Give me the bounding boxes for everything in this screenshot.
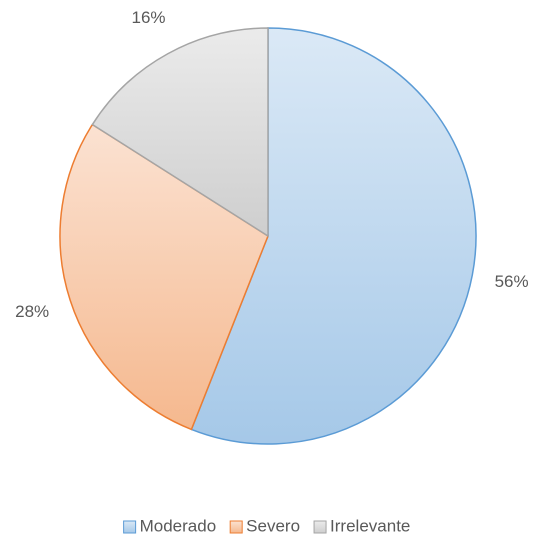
data-label: 56% xyxy=(495,272,529,291)
legend-label: Moderado xyxy=(140,516,217,535)
pie-slice xyxy=(190,27,477,445)
legend-marker xyxy=(313,520,327,534)
legend-marker xyxy=(123,520,137,534)
pie-slice xyxy=(91,27,269,238)
legend-label: Irrelevante xyxy=(330,516,410,535)
pie-slice xyxy=(59,123,269,431)
data-label: 16% xyxy=(132,8,166,27)
legend-label: Severo xyxy=(246,516,300,535)
legend-marker xyxy=(229,520,243,534)
data-label: 28% xyxy=(15,302,49,321)
